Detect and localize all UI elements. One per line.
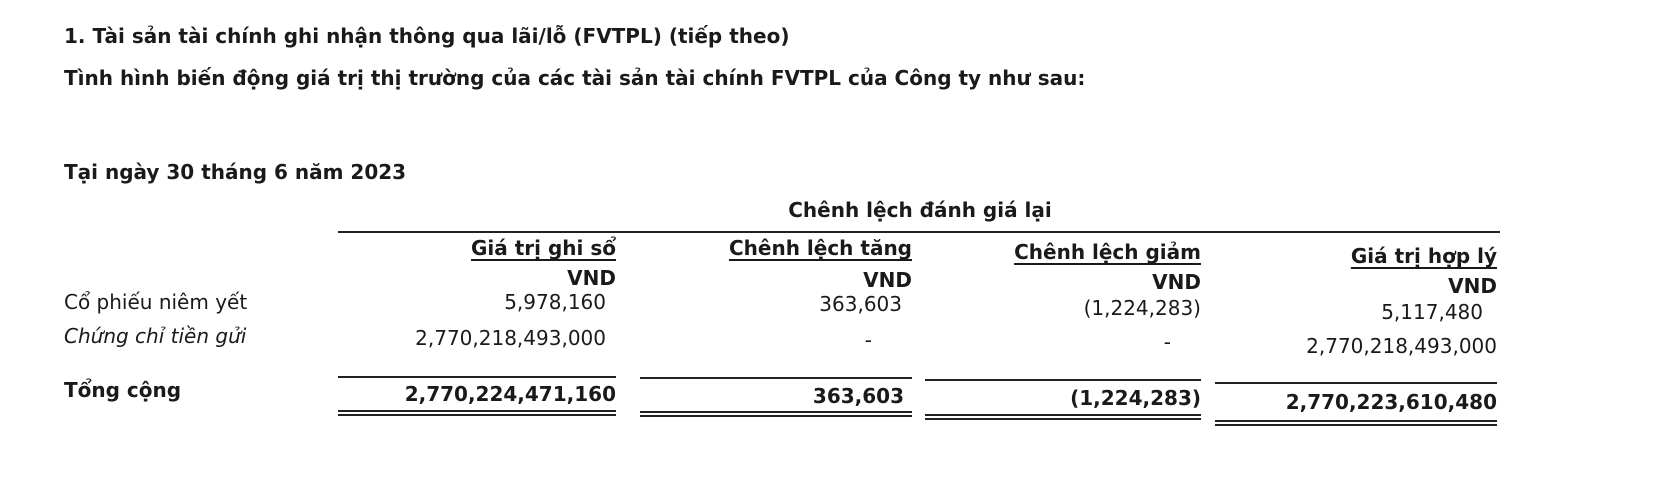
col-header-fair-value: Giá trị hợp lý: [1350, 244, 1497, 268]
total-double-rule: [925, 418, 1201, 420]
total-double-rule: [338, 410, 616, 412]
total-cell: 363,603: [812, 384, 904, 408]
col-header-book-value: Giá trị ghi sổ: [471, 236, 616, 260]
total-double-rule: [1215, 424, 1497, 426]
cell: (1,224,283): [1083, 296, 1201, 320]
col-header-increase: Chênh lệch tăng: [728, 236, 912, 260]
total-double-rule: [338, 414, 616, 416]
date-label: Tại ngày 30 tháng 6 năm 2023: [64, 160, 407, 184]
total-top-rule: [1215, 382, 1497, 384]
total-cell: (1,224,283): [1070, 386, 1201, 410]
cell: -: [864, 328, 872, 352]
row-label-deposit-certificates: Chứng chỉ tiền gửi: [64, 324, 247, 348]
total-double-rule: [640, 415, 912, 417]
total-top-rule: [925, 379, 1201, 381]
cell: 5,978,160: [504, 290, 606, 314]
cell: 5,117,480: [1381, 300, 1483, 324]
cell: 2,770,218,493,000: [1306, 334, 1497, 358]
cell: 363,603: [819, 292, 902, 316]
section-subheading: Tình hình biến động giá trị thị trường c…: [64, 66, 1086, 90]
total-top-rule: [640, 377, 912, 379]
total-label: Tổng cộng: [64, 378, 182, 402]
row-label-listed-shares: Cổ phiếu niêm yết: [64, 290, 248, 314]
total-double-rule: [925, 414, 1201, 416]
revaluation-group-header: Chênh lệch đánh giá lại: [788, 198, 1052, 222]
total-cell: 2,770,223,610,480: [1285, 390, 1497, 414]
col-unit: VND: [1448, 274, 1497, 298]
section-heading: 1. Tài sản tài chính ghi nhận thông qua …: [64, 24, 790, 48]
total-double-rule: [1215, 420, 1497, 422]
cell: -: [1163, 330, 1171, 354]
total-double-rule: [640, 411, 912, 413]
total-cell: 2,770,224,471,160: [404, 382, 616, 406]
col-unit: VND: [863, 268, 912, 292]
col-unit: VND: [567, 266, 616, 290]
col-header-decrease: Chênh lệch giảm: [1014, 240, 1201, 264]
cell: 2,770,218,493,000: [415, 326, 606, 350]
table-top-rule: [338, 231, 1500, 233]
total-top-rule: [338, 376, 616, 378]
col-unit: VND: [1152, 270, 1201, 294]
